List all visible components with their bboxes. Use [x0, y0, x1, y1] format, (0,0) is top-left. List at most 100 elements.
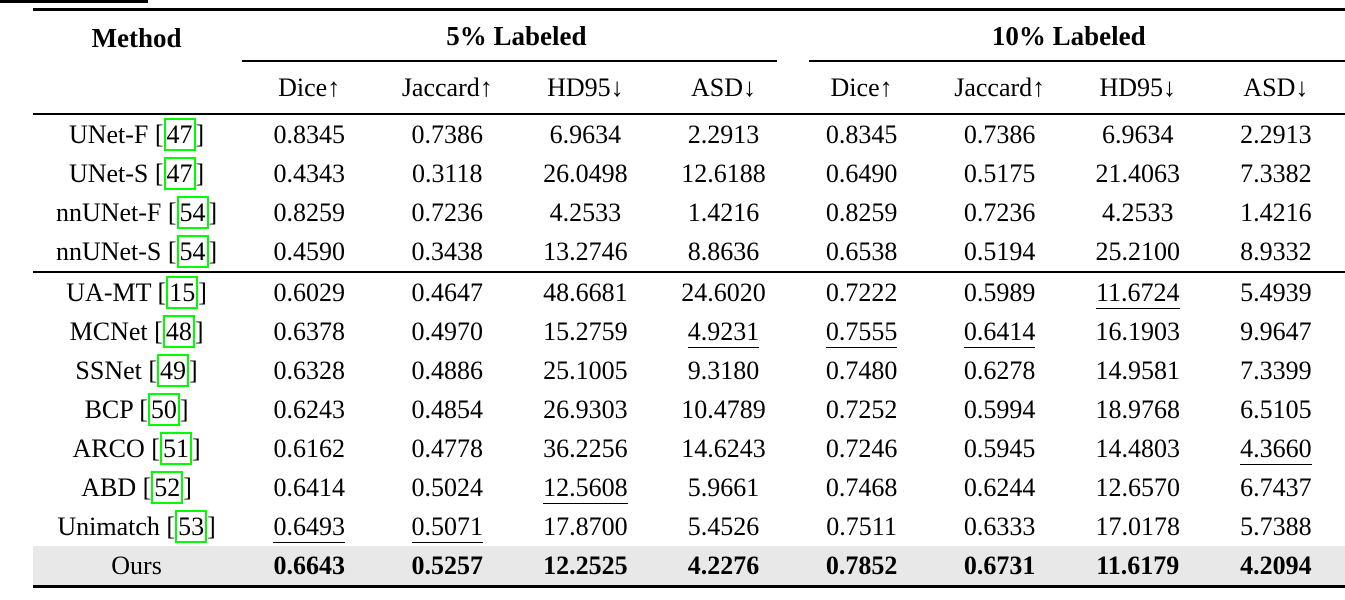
- table-row: UA-MT [15] 0.6029 0.4647 48.6681 24.6020 0.72…: [33, 271, 1345, 312]
- metric-value: 0.4647: [378, 271, 517, 312]
- citation-link[interactable]: 54: [176, 234, 209, 268]
- metric-value: 48.6681: [516, 271, 655, 312]
- table-row: ARCO [51] 0.6162 0.4778 36.2256 14.6243 0.724…: [33, 429, 1345, 468]
- method-name: MCNet [48]: [69, 314, 204, 348]
- metric-value: 0.8259: [273, 197, 345, 227]
- citation-link[interactable]: 48: [162, 314, 195, 348]
- citation-link[interactable]: 47: [163, 117, 196, 151]
- metric-value: 0.5989: [930, 271, 1069, 312]
- metric-value: 0.5994: [963, 394, 1036, 424]
- metric-value: 0.7222: [792, 271, 931, 312]
- metric-value: 26.0498: [543, 158, 628, 188]
- table-row: SSNet [49] 0.6328 0.4886 25.1005 9.3180 0.748…: [33, 351, 1345, 390]
- col-header-jaccard-5: Jaccard↑: [378, 62, 517, 115]
- metric-value: 25.2100: [1095, 236, 1181, 266]
- method-name: UNet-F [47]: [68, 117, 205, 151]
- metric-value: 6.5105: [1240, 394, 1312, 424]
- metric-value: 7.3399: [1240, 355, 1312, 385]
- method-name: Ours: [33, 546, 241, 587]
- metric-value: 0.6378: [273, 316, 345, 346]
- metric-value: 13.2746: [543, 236, 628, 266]
- metric-value: 0.5194: [963, 236, 1036, 266]
- metric-value: 14.4803: [1095, 433, 1181, 463]
- method-name: SSNet [49]: [75, 353, 198, 387]
- metric-value: 0.6162: [273, 433, 345, 463]
- metric-value: 5.9661: [687, 472, 760, 502]
- metric-value: 8.9332: [1240, 236, 1312, 266]
- method-name: nnUNet-S [54]: [55, 234, 218, 268]
- metric-value: 4.2533: [549, 197, 622, 227]
- metric-value: 2.2913: [1240, 119, 1312, 149]
- citation-link[interactable]: 49: [157, 353, 190, 387]
- col-header-hd95-10: HD95↓: [1068, 62, 1207, 115]
- metric-value: 36.2256: [543, 433, 628, 463]
- method-name: UNet-S [47]: [68, 156, 205, 190]
- metric-value: 0.5071: [411, 511, 484, 543]
- metric-value: 4.2533: [1102, 197, 1174, 227]
- metric-value: 0.7852: [792, 546, 931, 587]
- group-header-5pct-label: 5% Labeled: [446, 21, 587, 51]
- col-header-hd95-5: HD95↓: [516, 62, 655, 115]
- metric-value: 24.6020: [654, 271, 793, 312]
- method-name: nnUNet-F [54]: [55, 195, 218, 229]
- metric-header-row: Dice↑ Jaccard↑ HD95↓ ASD↓ Dice↑ Jaccard↑…: [33, 62, 1345, 115]
- col-header-asd-10: ASD↓: [1206, 62, 1345, 115]
- metric-value: 0.6414: [963, 316, 1036, 348]
- metric-value: 9.3180: [687, 355, 760, 385]
- metric-value: 0.6244: [963, 472, 1036, 502]
- method-name: BCP [50]: [84, 392, 189, 426]
- metric-value: 1.4216: [1240, 197, 1312, 227]
- metric-value: 0.3118: [412, 158, 483, 188]
- metric-value: 1.4216: [687, 197, 760, 227]
- metric-value: 0.3438: [411, 236, 484, 266]
- citation-link[interactable]: 15: [166, 275, 199, 309]
- citation-link[interactable]: 47: [163, 156, 196, 190]
- metric-value: 0.6731: [930, 546, 1069, 587]
- method-name: ARCO [51]: [72, 431, 201, 465]
- method-name: UA-MT [15]: [33, 271, 241, 312]
- metric-value: 0.7386: [411, 119, 484, 149]
- metric-value: 11.6724: [1068, 271, 1207, 312]
- method-name: ABD [52]: [81, 470, 192, 504]
- metric-value: 12.2525: [516, 546, 655, 587]
- caption-underline-artifact: [0, 0, 148, 3]
- metric-value: 0.6493: [273, 511, 345, 543]
- metric-value: 8.8636: [687, 236, 760, 266]
- metric-value: 0.4343: [273, 158, 345, 188]
- metric-value: 0.6328: [273, 355, 345, 385]
- metric-value: 0.4778: [411, 433, 484, 463]
- metric-value: 0.4854: [411, 394, 484, 424]
- metric-value: 4.3660: [1240, 433, 1312, 465]
- group-header-row: Method 5% Labeled 10% Labeled: [33, 9, 1345, 115]
- metric-value: 6.7437: [1240, 472, 1312, 502]
- metric-value: 15.2759: [543, 316, 628, 346]
- citation-link[interactable]: 52: [151, 470, 184, 504]
- metric-value: 0.7236: [411, 197, 484, 227]
- metric-value: 4.9231: [687, 316, 760, 348]
- metric-value: 0.7236: [963, 197, 1036, 227]
- metric-value: 0.6643: [240, 546, 379, 587]
- metric-value: 6.9634: [549, 119, 622, 149]
- metric-value: 0.5257: [378, 546, 517, 587]
- metric-value: 26.9303: [543, 394, 628, 424]
- metric-value: 9.9647: [1240, 316, 1312, 346]
- citation-link[interactable]: 50: [147, 392, 180, 426]
- metric-value: 0.7511: [826, 511, 897, 541]
- citation-link[interactable]: 54: [176, 195, 209, 229]
- metric-value: 0.7246: [825, 433, 898, 463]
- metric-value: 0.4970: [411, 316, 484, 346]
- metric-value: 17.8700: [543, 511, 628, 541]
- table-row: Ours 0.6643 0.5257 12.2525 4.2276 0.7852 0.673…: [33, 546, 1345, 587]
- method-column-header: Method: [33, 9, 241, 115]
- col-header-dice-5: Dice↑: [240, 62, 379, 115]
- metric-value: 16.1903: [1095, 316, 1181, 346]
- metric-value: 18.9768: [1095, 394, 1181, 424]
- metric-value: 0.4886: [411, 355, 484, 385]
- metric-value: 0.5945: [963, 433, 1036, 463]
- table-row: UNet-F [47] 0.8345 0.7386 6.9634 2.2913 0.834…: [33, 114, 1345, 154]
- citation-link[interactable]: 51: [159, 431, 192, 465]
- citation-link[interactable]: 53: [175, 509, 208, 543]
- metric-value: 7.3382: [1240, 158, 1312, 188]
- table-row: UNet-S [47] 0.4343 0.3118 26.0498 12.6188 0.6…: [33, 154, 1345, 193]
